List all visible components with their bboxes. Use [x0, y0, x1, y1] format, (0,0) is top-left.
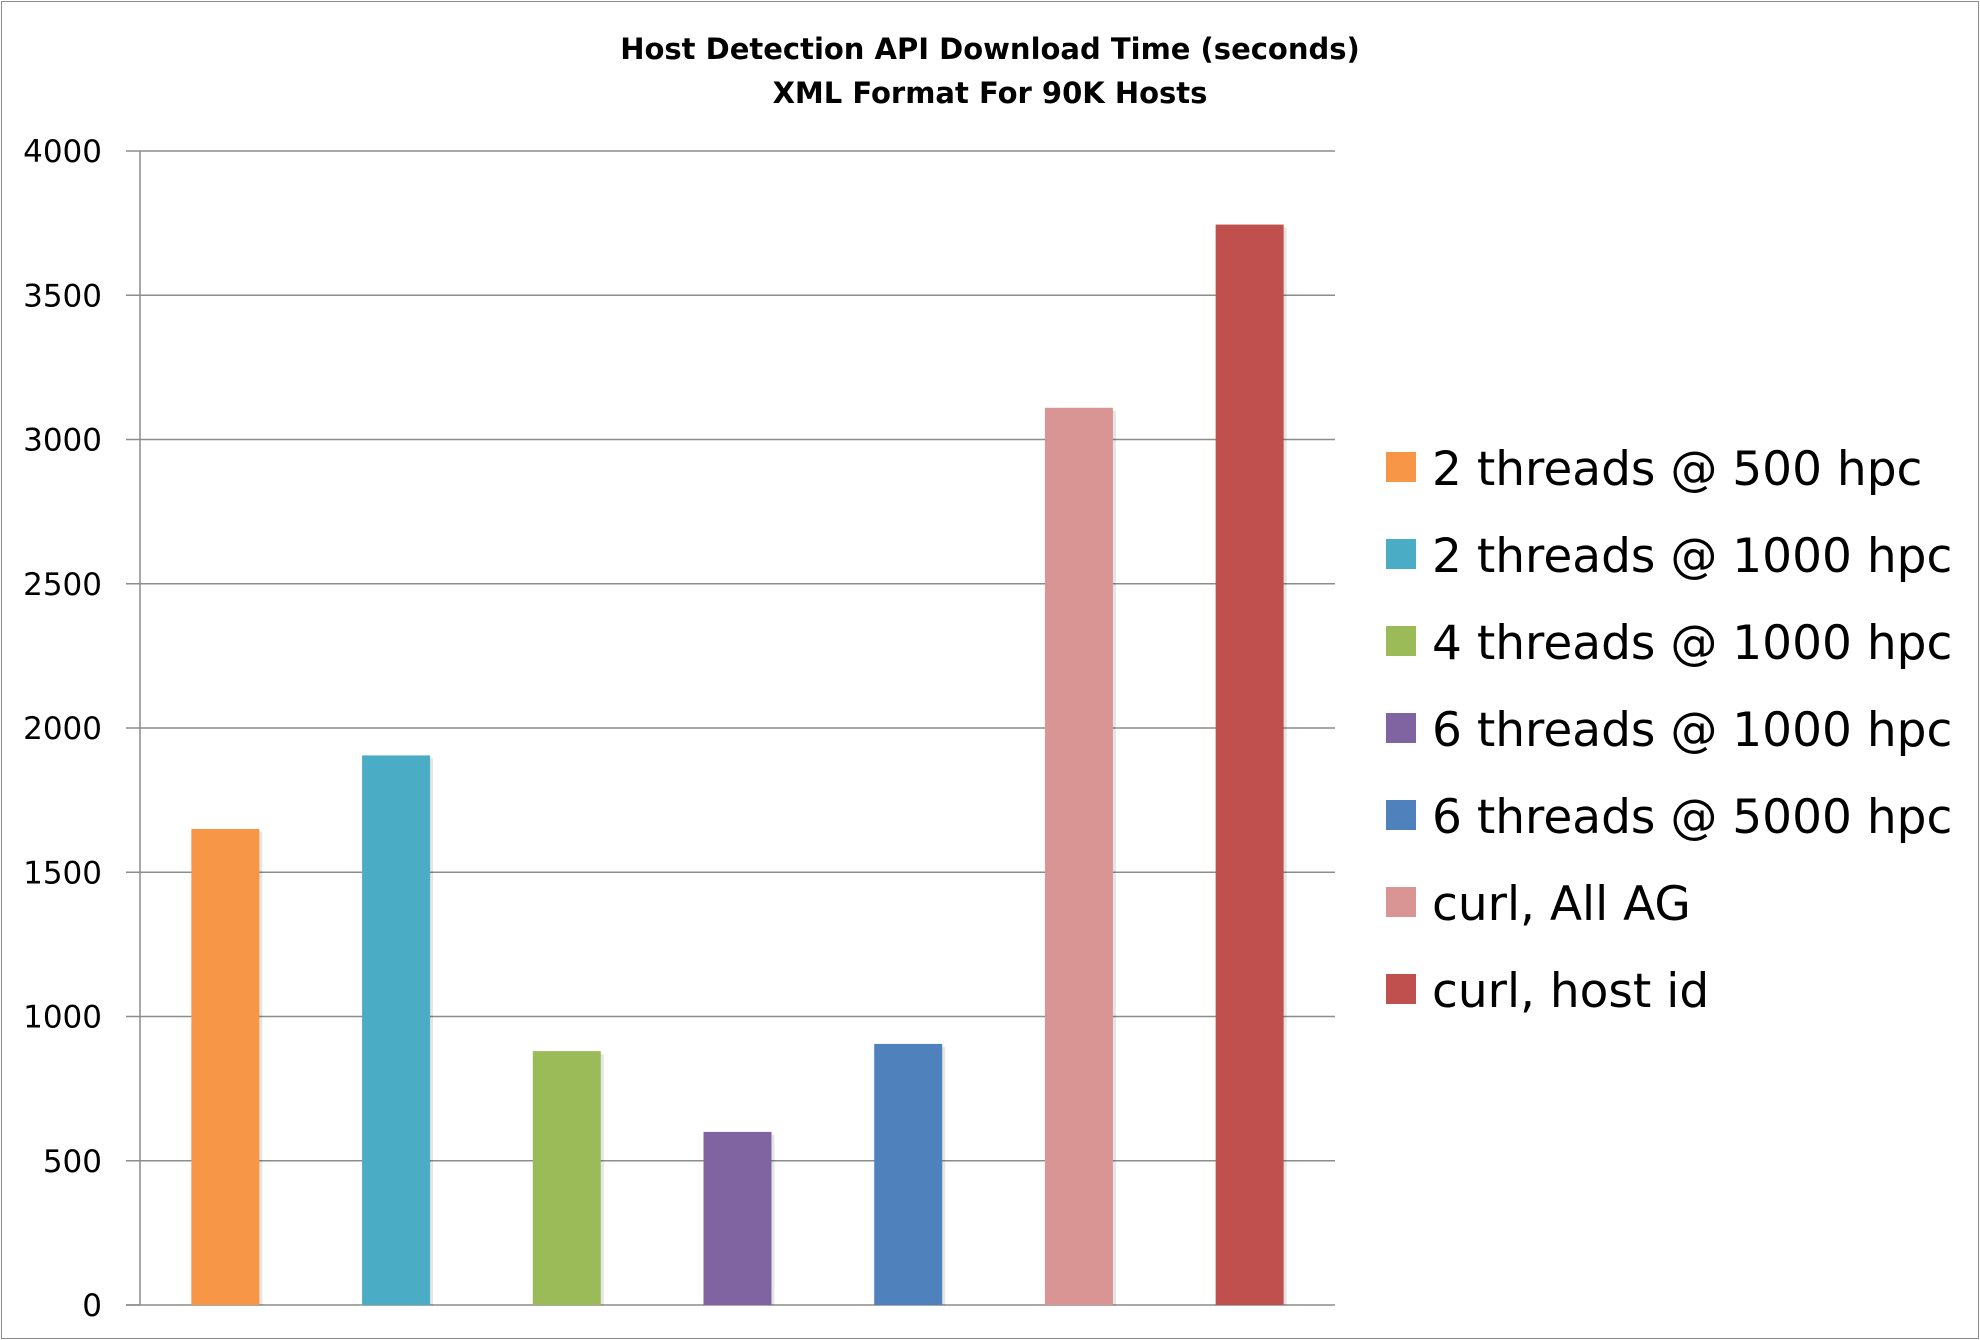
y-tick-label-1000: 1000: [23, 1000, 102, 1036]
y-tick-label-3500: 3500: [23, 278, 102, 314]
legend-swatch-7: [1386, 974, 1416, 1004]
y-tick-label-2500: 2500: [23, 567, 102, 603]
y-tick-label-500: 500: [43, 1144, 102, 1180]
chart-title: Host Detection API Download Time (second…: [620, 32, 1360, 66]
y-tick-label-0: 0: [82, 1288, 102, 1324]
y-tick-label-1500: 1500: [23, 855, 102, 891]
bar-2: [362, 755, 431, 1305]
legend-swatch-2: [1386, 539, 1416, 569]
bar-3: [532, 1051, 601, 1305]
legend-label-1: 2 threads @ 500 hpc: [1432, 442, 1922, 497]
y-axis-tick-labels: 0 500 1000 1500 2000 2500 3000 3500 4000: [23, 134, 102, 1324]
y-tick-label-3000: 3000: [23, 423, 102, 459]
gridlines: [140, 150, 1335, 1162]
legend-swatch-4: [1386, 713, 1416, 743]
legend: 2 threads @ 500 hpc 2 threads @ 1000 hpc 4…: [1386, 442, 1952, 1019]
chart-subtitle: XML Format For 90K Hosts: [773, 76, 1208, 110]
legend-label-6: curl, All AG: [1432, 877, 1691, 932]
legend-label-7: curl, host id: [1432, 964, 1709, 1019]
bar-4: [703, 1131, 772, 1305]
legend-swatch-3: [1386, 626, 1416, 656]
bar-1: [191, 828, 260, 1305]
legend-swatch-1: [1386, 452, 1416, 482]
legend-swatch-6: [1386, 887, 1416, 917]
legend-label-5: 6 threads @ 5000 hpc: [1432, 790, 1952, 845]
bars: [191, 224, 1287, 1305]
legend-label-3: 4 threads @ 1000 hpc: [1432, 616, 1952, 671]
legend-label-2: 2 threads @ 1000 hpc: [1432, 529, 1952, 584]
bar-6: [1044, 407, 1113, 1305]
y-tick-label-2000: 2000: [23, 711, 102, 747]
bar-5: [874, 1043, 943, 1305]
y-tick-label-4000: 4000: [23, 134, 102, 170]
legend-swatch-5: [1386, 800, 1416, 830]
chart-title-group: Host Detection API Download Time (second…: [620, 32, 1360, 110]
legend-label-4: 6 threads @ 1000 hpc: [1432, 703, 1952, 758]
bar-7: [1215, 224, 1284, 1305]
